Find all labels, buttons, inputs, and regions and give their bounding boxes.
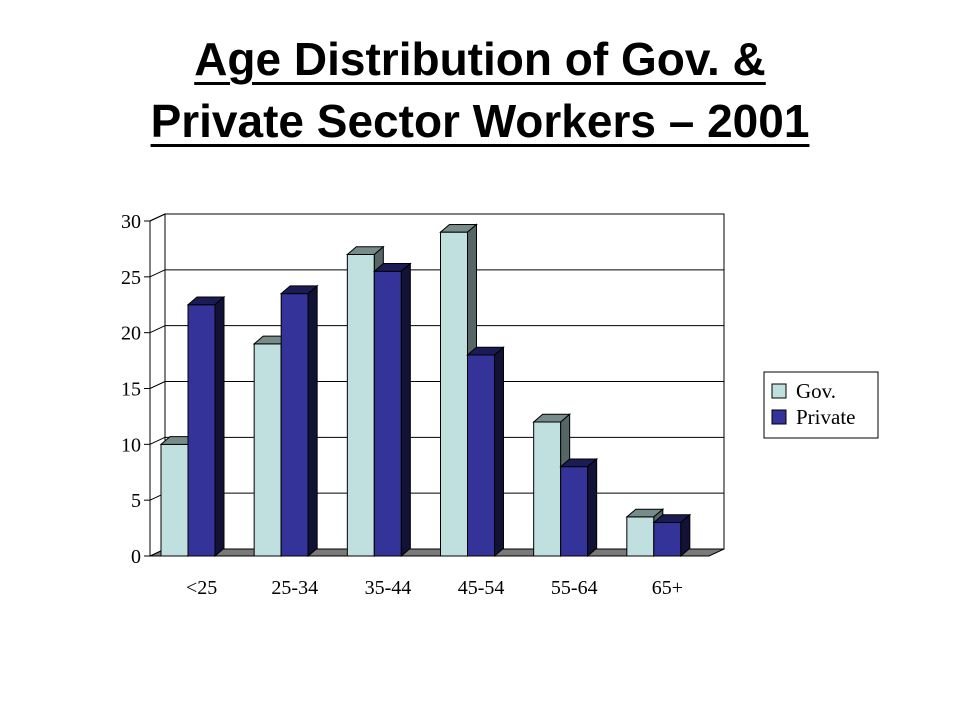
- plot-area: [149, 213, 725, 557]
- x-tick-label: <25: [186, 577, 217, 599]
- gridline-side: [149, 325, 166, 334]
- bars-group: [159, 223, 692, 558]
- bar-front: [373, 270, 402, 557]
- bar-side: [214, 295, 225, 558]
- legend-swatch: [771, 383, 787, 399]
- legend-label: Private: [796, 405, 855, 429]
- gridline-side: [149, 213, 166, 222]
- bar-side: [680, 513, 691, 558]
- y-tick-label: 5: [131, 490, 141, 512]
- x-tick-label: 25-34: [271, 577, 318, 599]
- x-tick-label: 35-44: [365, 577, 412, 599]
- bar-front: [653, 522, 682, 557]
- y-tick-label: 20: [121, 323, 141, 345]
- legend-swatch: [771, 409, 787, 425]
- x-tick-label: 65+: [652, 577, 683, 599]
- bar-front: [467, 354, 495, 557]
- bar-front: [280, 293, 309, 557]
- x-tick-label: 45-54: [458, 577, 505, 599]
- axes-group: 0 5 10 15 20 25 30 <25 25-34 35-44 45-54 55-64 65+: [121, 211, 709, 599]
- y-tick-label: 25: [121, 267, 141, 289]
- legend-box: [763, 371, 879, 439]
- chart-title-line-1: Age Distribution of Gov. &: [194, 33, 766, 85]
- bar-front: [560, 466, 589, 557]
- bar-side: [400, 262, 411, 558]
- bar-front: [346, 254, 375, 557]
- y-tick-label: 0: [131, 546, 141, 568]
- y-tick-label: 10: [121, 434, 141, 456]
- bar-front: [160, 443, 189, 557]
- chart-title: Age Distribution of Gov. & Private Secto…: [0, 28, 960, 152]
- bar-front: [253, 343, 282, 557]
- x-tick-label: 55-64: [551, 577, 598, 599]
- y-tick-label: 30: [121, 211, 141, 233]
- bar: [466, 346, 505, 558]
- bar-side: [494, 346, 504, 558]
- bar: [279, 284, 319, 558]
- bar-side: [587, 457, 598, 558]
- gridline-side: [149, 269, 166, 278]
- bar-front: [533, 421, 562, 557]
- bar: [559, 457, 599, 558]
- gridline-side: [149, 436, 166, 445]
- bar-side: [307, 284, 318, 558]
- y-tick-label: 15: [121, 379, 141, 401]
- bar: [652, 513, 692, 558]
- legend-label: Gov.: [796, 379, 836, 403]
- chart-title-line-2: Private Sector Workers – 2001: [150, 95, 810, 147]
- bar-front: [440, 231, 468, 557]
- bar: [186, 295, 226, 558]
- gridline-side: [149, 381, 166, 389]
- bar-front: [187, 304, 216, 557]
- bar: [372, 262, 412, 558]
- bar-front: [626, 516, 655, 557]
- legend: Gov.Private: [763, 371, 879, 439]
